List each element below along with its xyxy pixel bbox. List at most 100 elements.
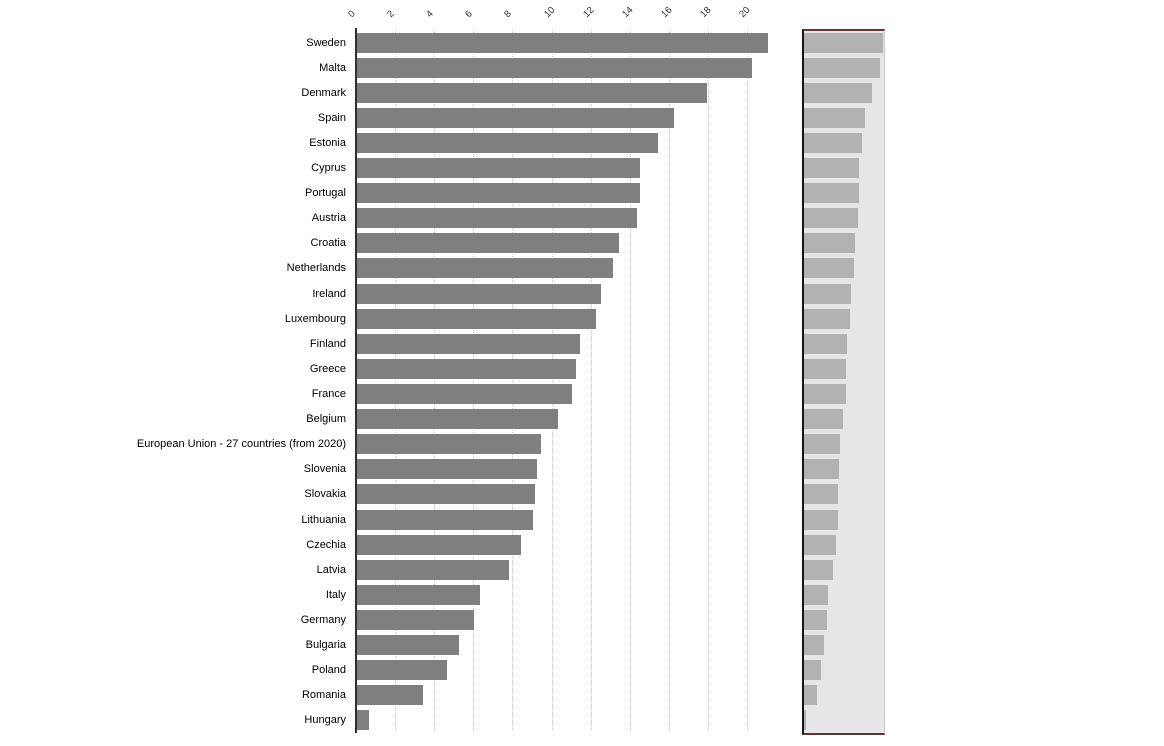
- category-label: France: [311, 388, 346, 401]
- bar-france: [357, 384, 573, 405]
- minimap-bar: [804, 258, 854, 279]
- minimap-bar: [804, 409, 843, 430]
- minimap-bar: [804, 534, 836, 555]
- category-label: Finland: [309, 337, 346, 350]
- y-axis-line: [355, 28, 357, 733]
- bar-spain: [357, 107, 674, 128]
- category-label: Austria: [311, 212, 346, 225]
- category-label: Poland: [311, 664, 346, 677]
- x-axis-tick-label: 2: [385, 8, 397, 20]
- x-axis-tick-label: 20: [737, 4, 753, 20]
- minimap-bar: [804, 559, 834, 580]
- chart-minimap-panel[interactable]: [802, 29, 885, 735]
- minimap-bar: [804, 132, 863, 153]
- bar-luxembourg: [357, 308, 596, 329]
- category-label: Croatia: [310, 237, 346, 250]
- gridline: [551, 30, 553, 731]
- bar-lithuania: [357, 509, 533, 530]
- bar-romania: [357, 685, 424, 706]
- category-label: Belgium: [306, 413, 346, 426]
- category-label: Czechia: [306, 538, 346, 551]
- bar-finland: [357, 333, 580, 354]
- minimap-bar: [804, 183, 859, 204]
- minimap-bar: [804, 459, 839, 480]
- minimap-bar: [804, 308, 851, 329]
- bar-portugal: [357, 183, 641, 204]
- gridline: [707, 30, 709, 731]
- gridline: [629, 30, 631, 731]
- x-axis-tick-label: 10: [541, 4, 557, 20]
- bar-netherlands: [357, 258, 614, 279]
- x-axis-tick-label: 16: [659, 4, 675, 20]
- minimap-bar: [804, 685, 817, 706]
- bar-poland: [357, 660, 447, 681]
- bar-sweden: [357, 32, 768, 53]
- bar-croatia: [357, 233, 619, 254]
- gridline: [395, 30, 397, 731]
- x-axis-tick-label: 8: [502, 8, 515, 20]
- minimap-bar: [804, 57, 881, 78]
- category-label: Slovenia: [303, 463, 346, 476]
- minimap-bar: [804, 358, 847, 379]
- minimap-bar: [804, 208, 859, 229]
- category-label: Estonia: [309, 136, 346, 149]
- minimap-bar: [804, 434, 840, 455]
- category-label: Spain: [317, 111, 346, 124]
- x-axis-tick-label: 18: [698, 4, 714, 20]
- minimap-bar: [804, 158, 859, 179]
- bar-latvia: [357, 559, 510, 580]
- gridline: [512, 30, 514, 731]
- x-axis-tick-label: 14: [619, 4, 636, 20]
- minimap-bar: [804, 384, 846, 405]
- category-label: Romania: [301, 689, 346, 702]
- category-label: Portugal: [305, 187, 346, 200]
- category-label: European Union - 27 countries (from 2020…: [136, 438, 346, 451]
- bar-czechia: [357, 534, 522, 555]
- gridline: [590, 30, 592, 731]
- gridline: [668, 30, 670, 731]
- category-label: Germany: [300, 614, 346, 627]
- category-label: Denmark: [301, 86, 346, 99]
- category-label: Malta: [319, 61, 346, 74]
- category-label: Luxembourg: [284, 312, 346, 325]
- x-axis-tick-label: 4: [424, 8, 436, 20]
- bar-slovakia: [357, 484, 535, 505]
- minimap-bar: [804, 509, 839, 530]
- x-axis-tick-label: 6: [463, 8, 476, 20]
- category-label: Slovakia: [304, 488, 346, 501]
- bar-greece: [357, 358, 576, 379]
- gridline: [747, 30, 748, 731]
- minimap-bar: [804, 584, 828, 605]
- category-label: Cyprus: [311, 162, 346, 175]
- category-label: Latvia: [316, 563, 346, 576]
- category-label: Greece: [309, 362, 346, 375]
- minimap-bar: [804, 233, 855, 254]
- bar-denmark: [357, 82, 707, 103]
- bar-slovenia: [357, 459, 537, 480]
- category-label: Sweden: [306, 36, 346, 49]
- minimap-bar: [804, 333, 848, 354]
- x-axis-tick-label: 12: [580, 4, 597, 20]
- minimap-bar: [804, 635, 824, 656]
- minimap-bar: [804, 283, 852, 304]
- bar-estonia: [357, 132, 659, 153]
- minimap-bar: [804, 484, 839, 505]
- bar-italy: [357, 584, 481, 605]
- gridline: [434, 30, 436, 731]
- category-label: Ireland: [312, 287, 346, 300]
- bar-european-union-27-countries-from-2020: [357, 434, 541, 455]
- category-label: Netherlands: [286, 262, 346, 275]
- minimap-bar: [804, 107, 866, 128]
- gridline: [473, 30, 475, 731]
- minimap-bar: [804, 660, 822, 681]
- minimap-bar: [804, 710, 807, 731]
- category-label: Bulgaria: [305, 639, 346, 652]
- x-axis-tick-label: 0: [346, 8, 358, 20]
- minimap-bar: [804, 610, 827, 631]
- bar-ireland: [357, 283, 602, 304]
- bar-cyprus: [357, 158, 641, 179]
- category-label: Hungary: [304, 714, 346, 727]
- bar-germany: [357, 610, 475, 631]
- category-label: Italy: [325, 588, 346, 601]
